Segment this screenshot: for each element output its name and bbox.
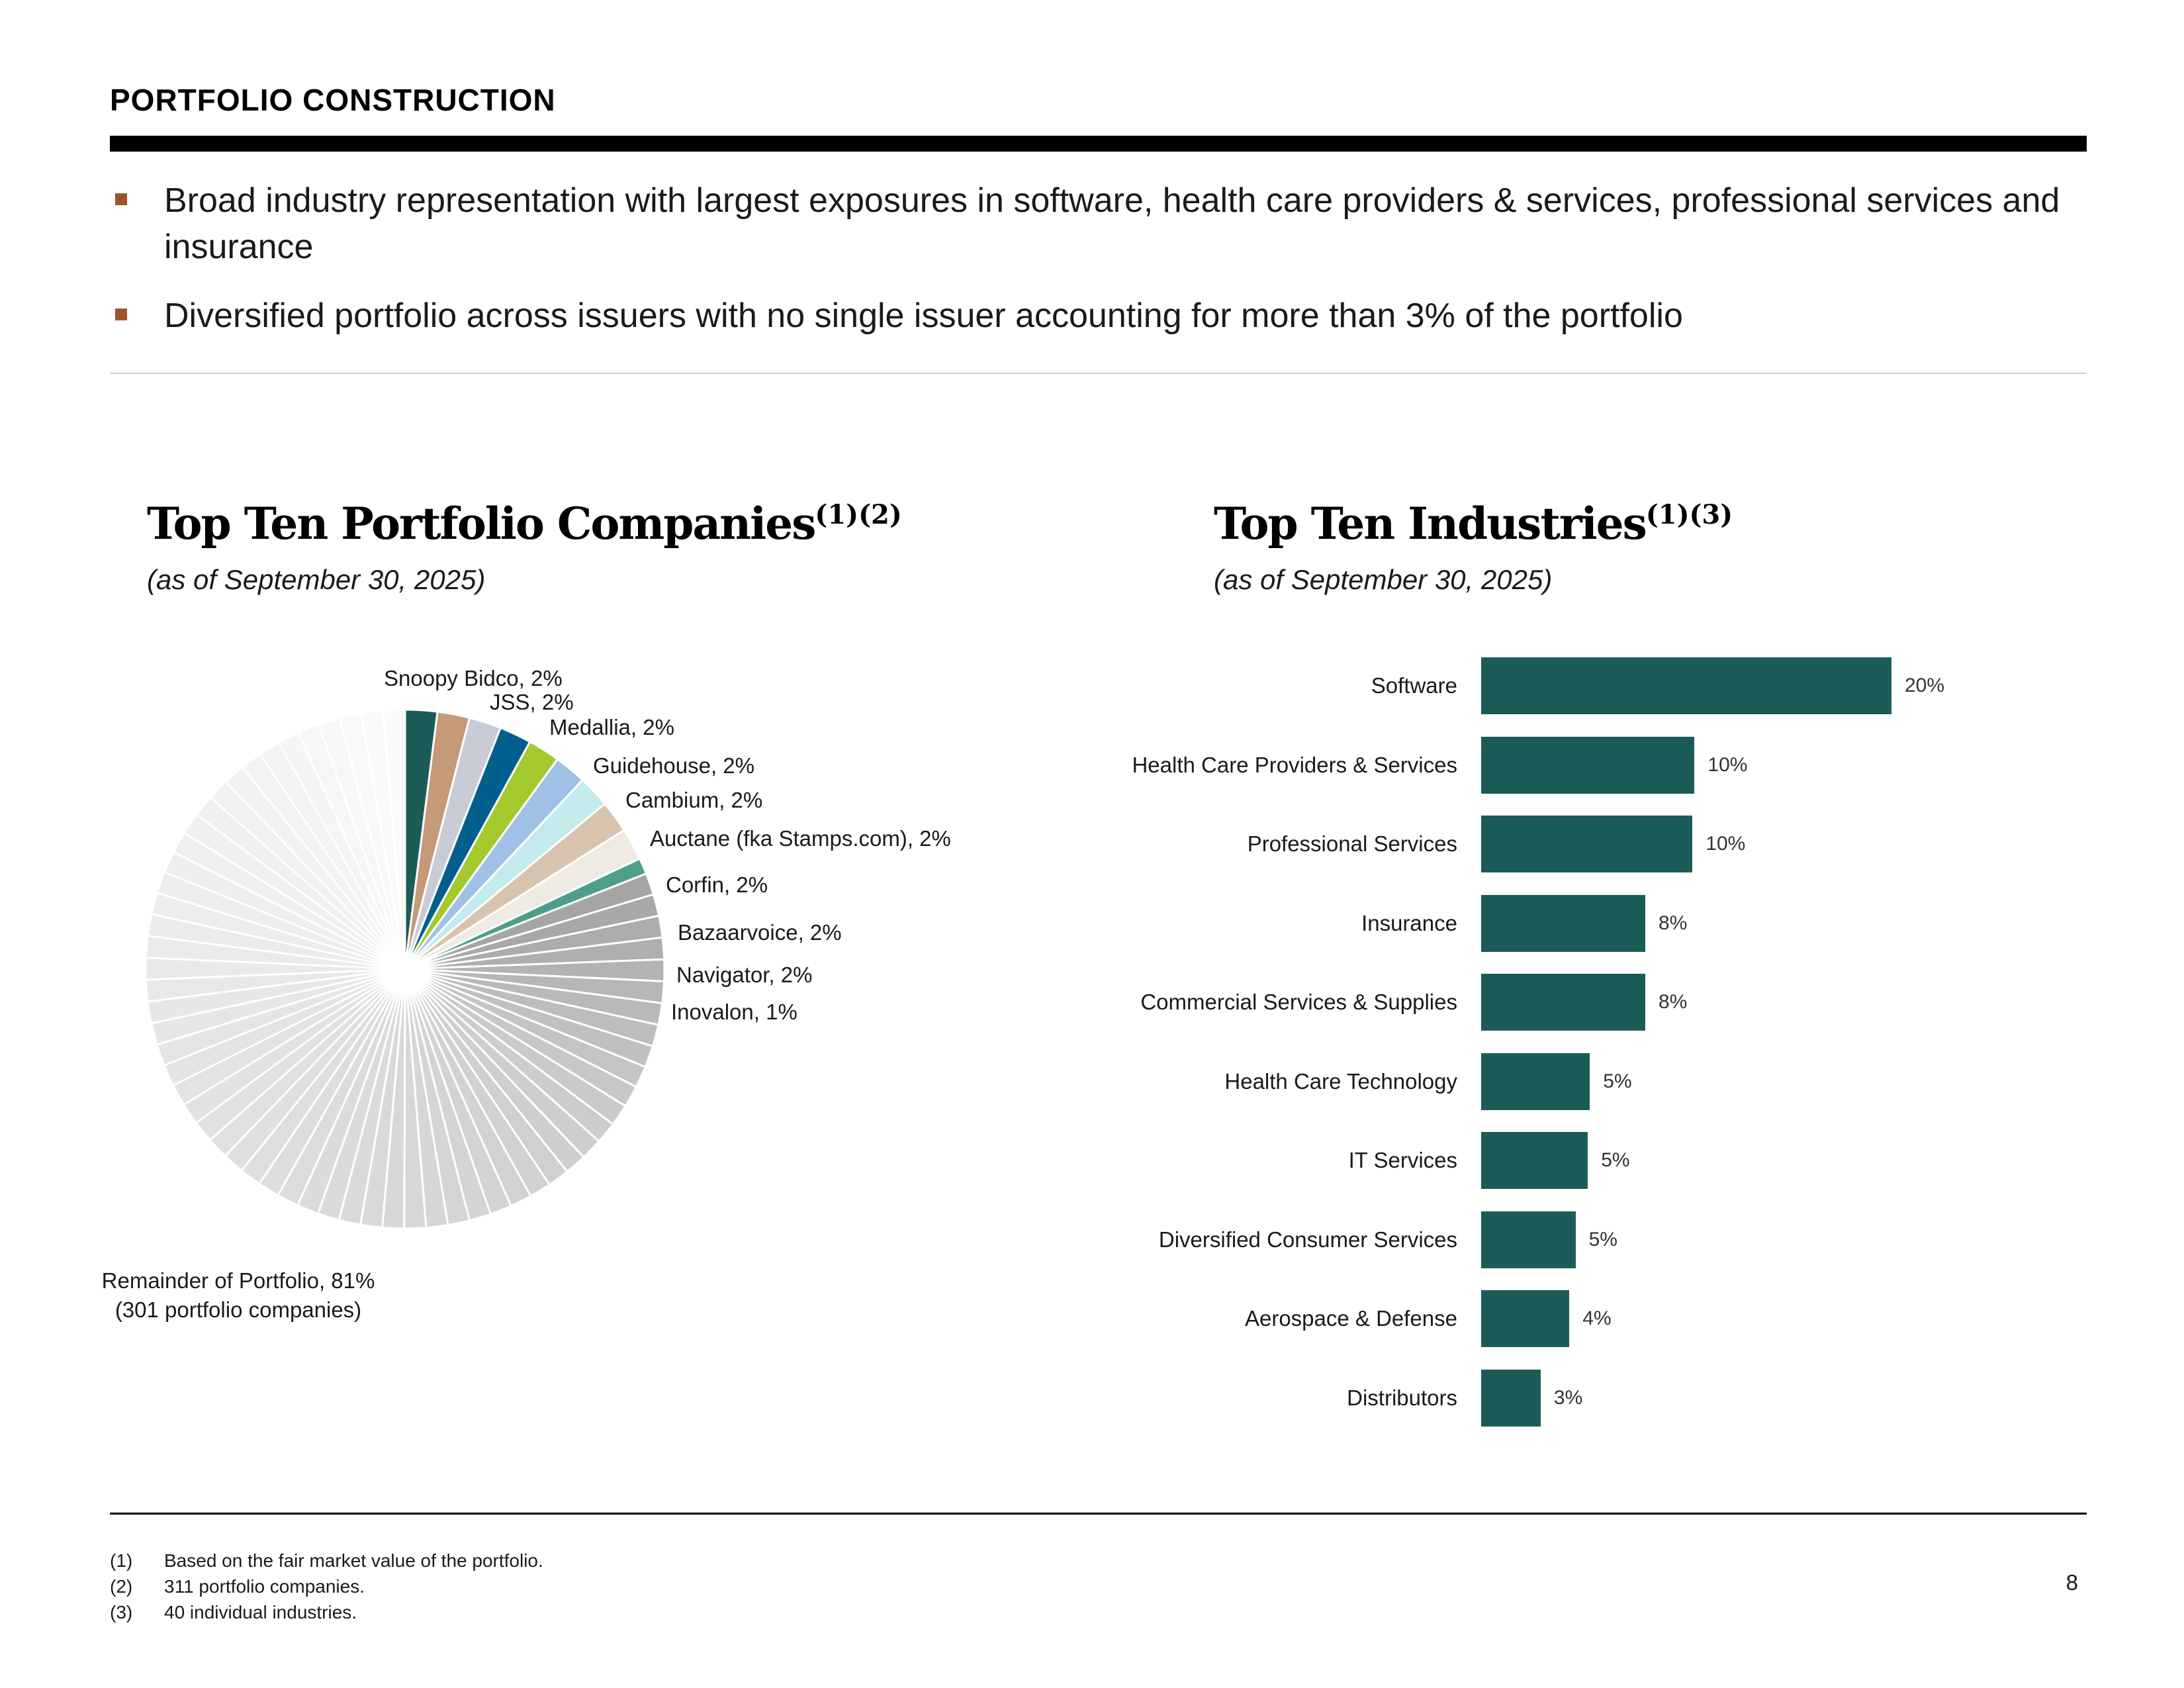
bar bbox=[1481, 894, 1645, 952]
bar-category-label: Distributors bbox=[1347, 1385, 1457, 1410]
bar-row: Diversified Consumer Services 5% bbox=[1125, 1211, 2052, 1268]
pie-slice-label: Guidehouse, 2% bbox=[593, 753, 754, 778]
bar bbox=[1481, 657, 1891, 714]
pie-remainder-label: Remainder of Portfolio, 81% bbox=[102, 1268, 375, 1293]
bar-value-label: 10% bbox=[1707, 753, 1748, 776]
pie-remainder-sublabel: (301 portfolio companies) bbox=[115, 1297, 361, 1322]
bar-value-label: 5% bbox=[1603, 1070, 1632, 1092]
bar-category-label: Commercial Services & Supplies bbox=[1140, 990, 1457, 1014]
bullet-square-icon bbox=[115, 193, 127, 205]
companies-pie-chart: Snoopy Bidco, 2%JSS, 2%Medallia, 2% Guide… bbox=[102, 666, 951, 1322]
bar bbox=[1481, 736, 1695, 794]
footnote: (3) 40 individual industries. bbox=[110, 1599, 543, 1625]
footnote-text: 311 portfolio companies. bbox=[164, 1576, 365, 1597]
bullet-item: Broad industry representation with large… bbox=[110, 177, 2089, 270]
bar bbox=[1481, 974, 1645, 1031]
pie-slice-remainder bbox=[382, 708, 406, 970]
page-title: PORTFOLIO CONSTRUCTION bbox=[110, 83, 556, 117]
bullet-text: Broad industry representation with large… bbox=[164, 181, 2060, 266]
bar-value-label: 8% bbox=[1659, 912, 1688, 934]
bar-row: Professional Services 10% bbox=[1125, 816, 2052, 872]
companies-title-footnote-ref: (1)(2) bbox=[815, 499, 902, 530]
industries-chart-title: Top Ten Industries(1)(3) bbox=[1214, 498, 1733, 549]
bar bbox=[1481, 1053, 1590, 1110]
bar-category-label: Insurance bbox=[1361, 910, 1457, 935]
page-number: 8 bbox=[2066, 1570, 2078, 1595]
pie-slices bbox=[144, 708, 666, 1230]
pie-slice-label: Bazaarvoice, 2% bbox=[678, 920, 842, 945]
bullet-text: Diversified portfolio across issuers wit… bbox=[164, 297, 1683, 335]
pie-slice-label: Navigator, 2% bbox=[676, 962, 812, 987]
footnote: (2) 311 portfolio companies. bbox=[110, 1573, 543, 1599]
industries-chart-subtitle: (as of September 30, 2025) bbox=[1214, 564, 1553, 595]
companies-chart-subtitle: (as of September 30, 2025) bbox=[147, 564, 486, 595]
bar-row: IT Services 5% bbox=[1125, 1132, 2052, 1189]
companies-title-text: Top Ten Portfolio Companies bbox=[147, 498, 816, 549]
bar-row: Health Care Technology 5% bbox=[1125, 1053, 2052, 1110]
bar-category-label: Health Care Technology bbox=[1224, 1068, 1457, 1094]
bar-value-label: 20% bbox=[1905, 675, 1945, 696]
footnotes: (1) Based on the fair market value of the… bbox=[110, 1548, 543, 1625]
bar-category-label: Diversified Consumer Services bbox=[1158, 1227, 1457, 1252]
bar bbox=[1481, 816, 1693, 872]
section-divider bbox=[110, 373, 2087, 374]
bar-row: Software 20% bbox=[1125, 657, 2052, 714]
bar-row: Commercial Services & Supplies 8% bbox=[1125, 974, 2052, 1031]
footnote-number: (3) bbox=[110, 1602, 133, 1622]
pie-slice-label: Corfin, 2% bbox=[666, 872, 768, 897]
bar-value-label: 5% bbox=[1601, 1149, 1630, 1171]
title-rule bbox=[110, 136, 2087, 152]
footnote: (1) Based on the fair market value of the… bbox=[110, 1548, 543, 1573]
bullet-list: Broad industry representation with large… bbox=[110, 177, 2089, 361]
pie-slice-label: Cambium, 2% bbox=[625, 788, 762, 812]
bar-value-label: 5% bbox=[1588, 1228, 1617, 1250]
bullet-square-icon bbox=[115, 308, 127, 320]
bar-category-label: IT Services bbox=[1348, 1148, 1457, 1172]
bar-value-label: 10% bbox=[1706, 833, 1746, 855]
bar-row: Aerospace & Defense 4% bbox=[1125, 1290, 2052, 1347]
bullet-item: Diversified portfolio across issuers wit… bbox=[110, 293, 2089, 339]
bar-value-label: 3% bbox=[1553, 1386, 1583, 1409]
bar-category-label: Software bbox=[1371, 673, 1457, 698]
bar-category-label: Health Care Providers & Services bbox=[1132, 752, 1457, 777]
bar-category-label: Professional Services bbox=[1247, 831, 1457, 856]
pie-slice-label: Auctane (fka Stamps.com), 2% bbox=[650, 826, 951, 851]
bar bbox=[1481, 1369, 1541, 1427]
footnote-text: 40 individual industries. bbox=[164, 1602, 357, 1622]
footnote-number: (1) bbox=[110, 1550, 133, 1571]
bar-row: Insurance 8% bbox=[1125, 894, 2052, 952]
bar bbox=[1481, 1290, 1570, 1347]
bar-category-label: Aerospace & Defense bbox=[1244, 1306, 1457, 1331]
pie-slice-label: Inovalon, 1% bbox=[671, 1000, 797, 1024]
bar-row: Health Care Providers & Services 10% bbox=[1125, 736, 2052, 794]
industries-title-footnote-ref: (1)(3) bbox=[1645, 499, 1733, 530]
pie-slice-label: JSS, 2% bbox=[490, 690, 574, 714]
companies-chart-title: Top Ten Portfolio Companies(1)(2) bbox=[147, 498, 902, 549]
footnote-number: (2) bbox=[110, 1576, 133, 1597]
bar bbox=[1481, 1132, 1588, 1189]
industries-title-text: Top Ten Industries bbox=[1214, 498, 1647, 549]
pie-slice-label: Medallia, 2% bbox=[549, 715, 674, 739]
pie-labels: Snoopy Bidco, 2%JSS, 2%Medallia, 2% Guide… bbox=[102, 666, 951, 1322]
bar bbox=[1481, 1211, 1576, 1268]
footnote-text: Based on the fair market value of the po… bbox=[164, 1550, 543, 1571]
bar-row: Distributors 3% bbox=[1125, 1369, 2052, 1427]
footer-rule bbox=[110, 1513, 2087, 1515]
pie-slice-label: Snoopy Bidco, 2% bbox=[384, 666, 563, 690]
bar-value-label: 8% bbox=[1659, 991, 1688, 1013]
bar-value-label: 4% bbox=[1582, 1307, 1612, 1329]
